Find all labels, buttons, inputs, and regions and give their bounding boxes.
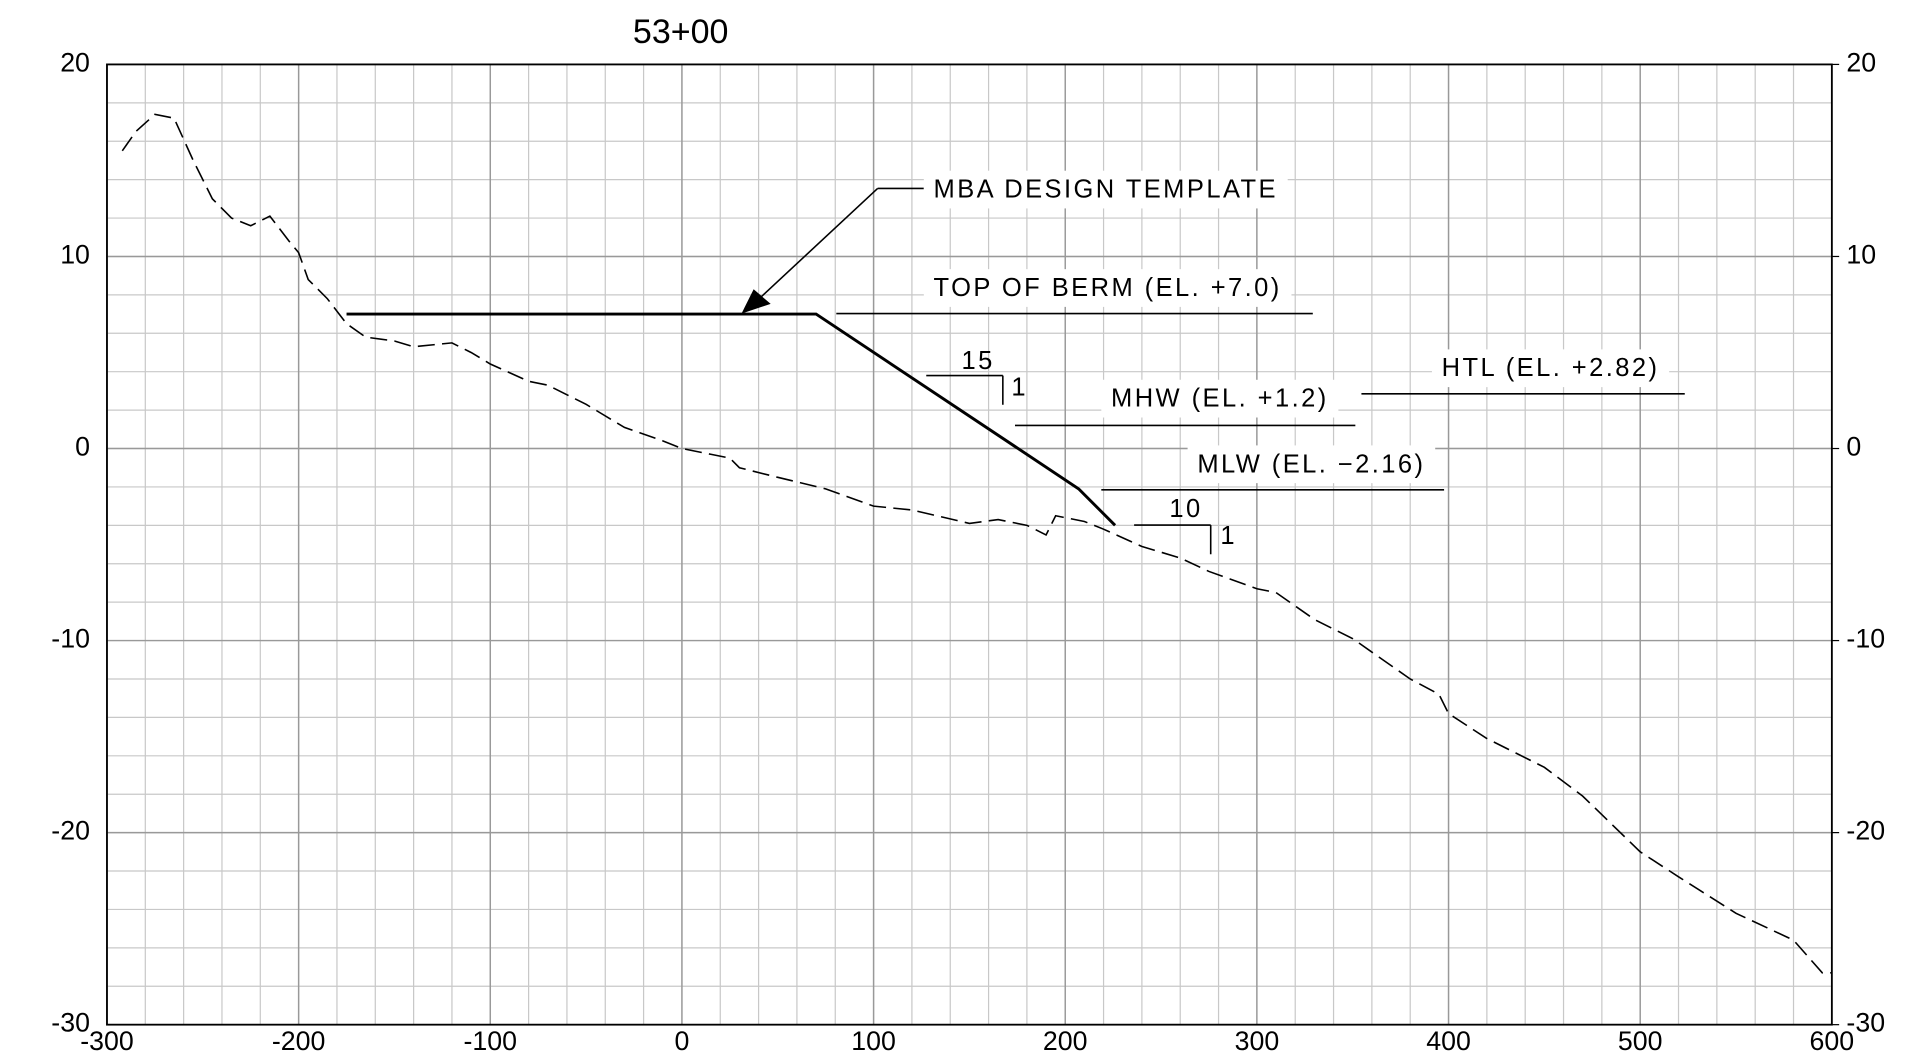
annotation: 10 xyxy=(1169,495,1202,523)
y-tick-label: -20 xyxy=(51,816,90,846)
x-tick-label: 600 xyxy=(1810,1026,1855,1056)
y-tick-label: 10 xyxy=(60,240,90,270)
x-tick-label: 100 xyxy=(851,1026,896,1056)
label-backdrop xyxy=(1431,349,1670,388)
line-series xyxy=(346,312,1117,527)
label-backdrop xyxy=(923,170,1288,209)
x-tick-label: 400 xyxy=(1426,1026,1471,1056)
x-tick-label: -300 xyxy=(80,1026,134,1056)
annotation: MHW (EL. +1.2) xyxy=(1111,385,1329,413)
label-backdrop xyxy=(1101,379,1339,418)
y-tick-label: -30 xyxy=(51,1008,90,1038)
x-tick-label: 0 xyxy=(674,1026,689,1056)
y-tick-label: -10 xyxy=(51,624,90,654)
y2-tick-label: 10 xyxy=(1846,240,1876,270)
y2-tick-label: -10 xyxy=(1846,624,1885,654)
annotation: TOP OF BERM (EL. +7.0) xyxy=(934,274,1282,302)
line-series xyxy=(121,113,1832,974)
grid xyxy=(106,63,1840,1026)
x-tick-label: 500 xyxy=(1618,1026,1663,1056)
annotations: MBA DESIGN TEMPLATE TOP OF BERM (EL. +7.0… xyxy=(741,170,1685,555)
x-tick-label: -200 xyxy=(272,1026,326,1056)
plot-frame xyxy=(106,63,1833,1026)
y-tick-label: 0 xyxy=(75,432,90,462)
annotation: 15 xyxy=(962,347,995,375)
y-tick-label: 20 xyxy=(60,47,90,77)
annotation: MLW (EL. −2.16) xyxy=(1197,450,1425,478)
label-backdrop xyxy=(923,269,1292,307)
y2-tick-label: 0 xyxy=(1846,432,1861,462)
y2-tick-label: 20 xyxy=(1846,47,1876,77)
leader-line xyxy=(753,187,879,305)
label-backdrop xyxy=(1187,445,1436,484)
annotation: HTL (EL. +2.82) xyxy=(1442,354,1660,382)
x-tick-label: 200 xyxy=(1043,1026,1088,1056)
y2-tick-label: -20 xyxy=(1846,816,1885,846)
marks xyxy=(121,113,1832,974)
annotation: 1 xyxy=(1220,522,1237,550)
y2-tick-label: -30 xyxy=(1846,1008,1885,1038)
annotation: MBA DESIGN TEMPLATE xyxy=(934,176,1278,204)
x-tick-label: 300 xyxy=(1235,1026,1280,1056)
chart-title: 53+00 xyxy=(633,13,729,51)
x-tick-label: -100 xyxy=(464,1026,518,1056)
arrow-head xyxy=(741,289,771,314)
annotation: 1 xyxy=(1011,374,1028,402)
